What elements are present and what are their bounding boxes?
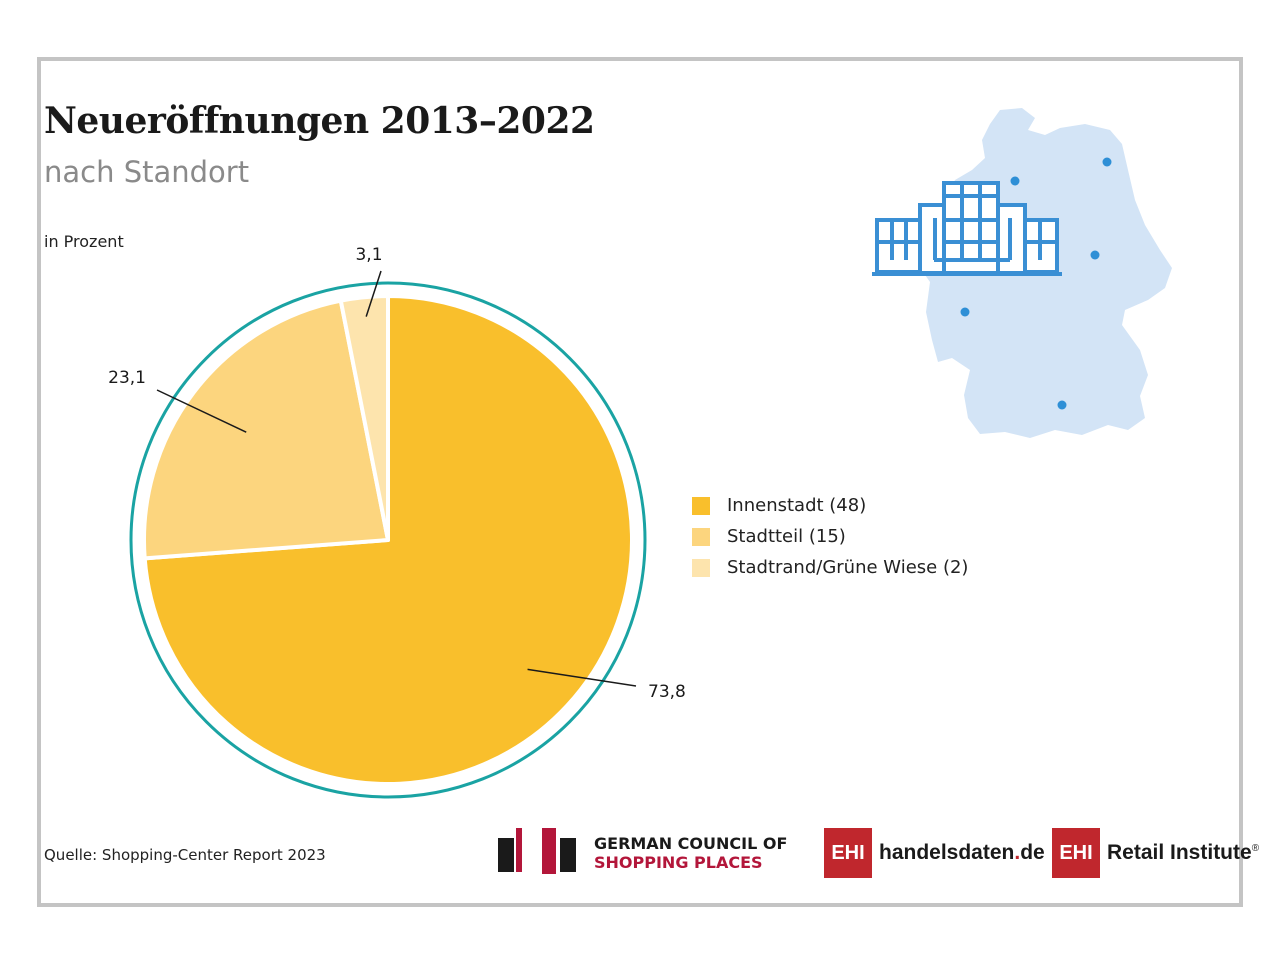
pie-ring [129, 281, 647, 799]
chart-title: Neueröffnungen 2013–2022 [44, 100, 595, 142]
gcsp-logo-mark [498, 828, 576, 874]
ehi-retail-institute-logo: EHI Retail Institute® [1052, 828, 1259, 878]
unit-label: in Prozent [44, 232, 124, 251]
gcsp-line1: GERMAN COUNCIL OF [594, 834, 788, 853]
legend-label: Innenstadt (48) [727, 495, 867, 516]
map-dot [1057, 400, 1067, 410]
retail-institute-name: Retail Institute [1107, 841, 1252, 864]
map-dot [1102, 157, 1112, 167]
slice-label-innenstadt: 73,8 [648, 682, 686, 702]
handelsdaten-logo: EHI handelsdaten.de [824, 828, 1045, 878]
pie-slice-stadtteil [142, 298, 390, 561]
slice-label-stadtrand: 3,1 [355, 245, 382, 265]
shopping-center-building-icon [872, 181, 1062, 276]
handelsdaten-dot: . [1014, 841, 1021, 864]
legend: Innenstadt (48) Stadtteil (15) Stadtrand… [692, 490, 968, 583]
pie-slice-stadtrand [338, 294, 390, 542]
chart-subtitle: nach Standort [44, 155, 250, 189]
gcsp-line2: SHOPPING PLACES [594, 853, 763, 872]
source-note: Quelle: Shopping-Center Report 2023 [44, 846, 326, 864]
slice-label-stadtteil: 23,1 [108, 368, 146, 388]
legend-item-stadtrand: Stadtrand/Grüne Wiese (2) [692, 552, 968, 583]
handelsdaten-wordmark: handelsdaten.de [879, 841, 1045, 865]
legend-label: Stadtrand/Grüne Wiese (2) [727, 557, 969, 578]
map-dot [1010, 176, 1020, 186]
map-dot [960, 307, 970, 317]
leader-line [527, 668, 637, 687]
leader-line [156, 389, 247, 433]
leader-line [365, 270, 382, 317]
handelsdaten-tld: de [1020, 841, 1045, 864]
legend-item-innenstadt: Innenstadt (48) [692, 490, 968, 521]
legend-label: Stadtteil (15) [727, 526, 846, 547]
handelsdaten-name: handelsdaten [879, 841, 1015, 864]
legend-swatch [692, 527, 710, 546]
map-dot [1090, 250, 1100, 260]
legend-swatch [692, 558, 710, 577]
ehi-box: EHI [1052, 828, 1100, 878]
gcsp-logo: GERMAN COUNCIL OF SHOPPING PLACES [498, 826, 788, 876]
germany-map-shopping-center-icon [872, 108, 1172, 438]
legend-swatch [692, 496, 710, 515]
retail-institute-wordmark: Retail Institute® [1107, 841, 1259, 865]
ehi-box: EHI [824, 828, 872, 878]
registered-mark: ® [1251, 843, 1260, 854]
gcsp-wordmark: GERMAN COUNCIL OF SHOPPING PLACES [594, 834, 787, 872]
legend-item-stadtteil: Stadtteil (15) [692, 521, 968, 552]
